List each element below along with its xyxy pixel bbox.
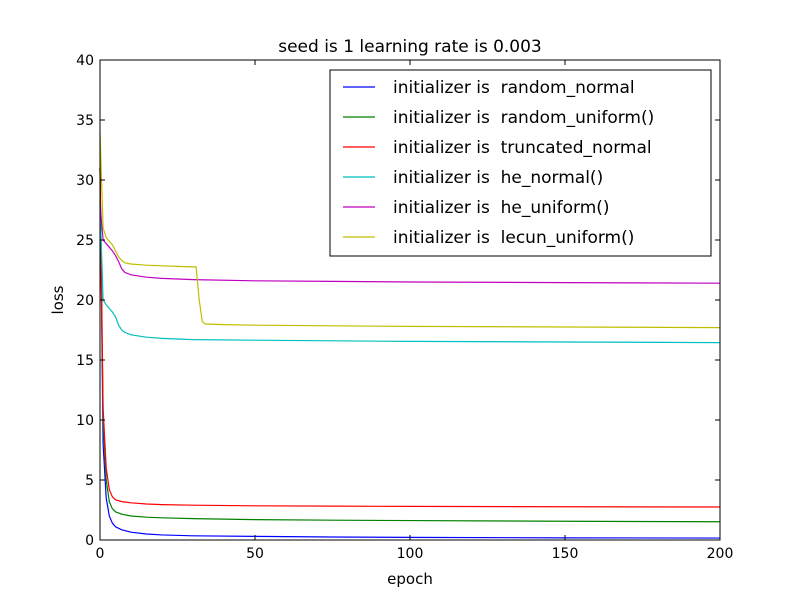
x-tick-label: 200 bbox=[707, 546, 734, 562]
x-tick-label: 0 bbox=[96, 546, 105, 562]
legend-label-4: initializer is he_normal() bbox=[393, 168, 603, 188]
axis-ticks: 0 50 100 150 200 0 5 10 15 20 25 30 35 40 bbox=[76, 53, 733, 562]
series-line-4 bbox=[99, 203, 721, 344]
y-tick-label: 20 bbox=[76, 293, 94, 309]
y-tick-label: 0 bbox=[85, 533, 94, 549]
x-tick-label: 150 bbox=[552, 546, 579, 562]
x-axis-label: epoch bbox=[387, 570, 433, 588]
chart-title: seed is 1 learning rate is 0.003 bbox=[278, 37, 542, 57]
x-tick-label: 50 bbox=[246, 546, 264, 562]
y-tick-label: 40 bbox=[76, 53, 94, 69]
series-line-2 bbox=[99, 167, 721, 523]
plot-area bbox=[99, 131, 721, 539]
legend-label-2: initializer is random_uniform() bbox=[393, 108, 654, 128]
series-line-6 bbox=[99, 131, 721, 329]
legend-box bbox=[329, 69, 712, 257]
legend: initializer is random_normal initializer … bbox=[329, 69, 712, 257]
legend-label-5: initializer is he_uniform() bbox=[393, 198, 610, 218]
y-tick-label: 35 bbox=[76, 113, 94, 129]
legend-label-6: initializer is lecun_uniform() bbox=[393, 228, 634, 248]
series-line-1 bbox=[99, 167, 721, 539]
series-line-5 bbox=[99, 203, 721, 284]
y-axis-label: loss bbox=[49, 285, 67, 314]
y-tick-label: 25 bbox=[76, 233, 94, 249]
series-line-3 bbox=[99, 167, 721, 508]
x-tick-label: 100 bbox=[397, 546, 424, 562]
y-tick-label: 15 bbox=[76, 353, 94, 369]
legend-label-1: initializer is random_normal bbox=[393, 78, 635, 98]
y-tick-label: 10 bbox=[76, 413, 94, 429]
legend-label-3: initializer is truncated_normal bbox=[393, 138, 652, 158]
y-tick-label: 5 bbox=[85, 473, 94, 489]
y-tick-label: 30 bbox=[76, 173, 94, 189]
